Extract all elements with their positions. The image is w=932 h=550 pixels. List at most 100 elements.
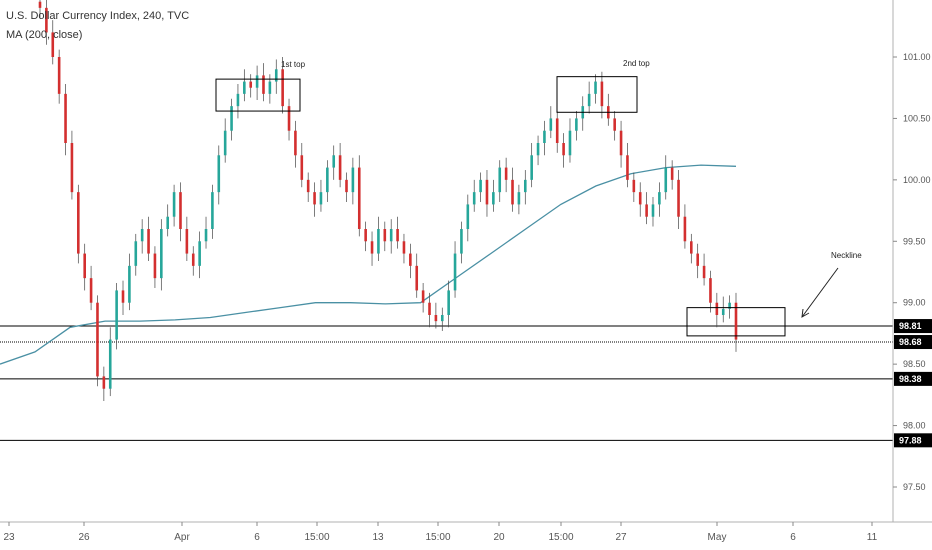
candle-body xyxy=(504,167,508,180)
candle-body xyxy=(57,57,61,94)
candle-body xyxy=(185,228,189,254)
candle-body xyxy=(179,192,182,229)
moving-average-line xyxy=(0,164,737,365)
x-tick-label: 13 xyxy=(372,532,384,543)
candle-body xyxy=(38,1,42,8)
candle xyxy=(243,69,246,102)
candle xyxy=(287,98,291,141)
candle-body xyxy=(45,7,48,33)
candle xyxy=(70,130,74,200)
candle xyxy=(300,142,304,188)
x-tick-label: 11 xyxy=(867,532,878,543)
candle-body xyxy=(294,130,297,156)
candle xyxy=(523,170,527,205)
candle xyxy=(734,292,738,352)
candle-body xyxy=(89,278,93,303)
candle xyxy=(38,0,42,18)
candle xyxy=(160,219,163,291)
candle xyxy=(345,172,348,202)
candle-body xyxy=(255,75,259,88)
x-tick-label: 26 xyxy=(78,532,90,543)
candle-body xyxy=(562,142,565,156)
candle-body xyxy=(313,192,316,205)
candle xyxy=(57,49,61,104)
candle xyxy=(357,155,361,237)
candle xyxy=(262,63,265,102)
candle-body xyxy=(658,192,661,205)
candle-body xyxy=(670,167,674,180)
candle xyxy=(377,216,380,261)
candle-body xyxy=(485,179,489,205)
candle-body xyxy=(638,192,642,205)
candle xyxy=(121,280,125,315)
candle-body xyxy=(594,81,597,94)
x-tick-label: Apr xyxy=(174,532,190,543)
candle xyxy=(96,295,99,387)
candle xyxy=(332,145,336,180)
candle-body xyxy=(402,241,406,254)
candle-body xyxy=(447,290,450,315)
x-tick-label: 23 xyxy=(3,532,15,543)
price-label: 98.81 xyxy=(899,321,922,331)
candle xyxy=(568,118,572,163)
candle-body xyxy=(83,253,86,279)
candle xyxy=(664,155,668,200)
candle xyxy=(281,57,284,114)
candle-body xyxy=(243,81,246,94)
candle xyxy=(485,170,489,217)
candle xyxy=(728,295,731,319)
candle xyxy=(504,157,508,193)
candle-body xyxy=(389,228,393,242)
candle xyxy=(409,243,412,279)
candle xyxy=(715,292,719,328)
candle-body xyxy=(421,290,425,303)
candle xyxy=(115,283,118,350)
price-label: 97.88 xyxy=(899,435,922,445)
price-label: 98.68 xyxy=(899,337,922,347)
candle-body xyxy=(664,167,668,193)
candle-body xyxy=(677,179,680,217)
price-label-box xyxy=(894,371,932,386)
price-label-box xyxy=(894,319,932,334)
candle xyxy=(83,243,86,291)
candle-body xyxy=(236,93,240,107)
candle-body xyxy=(160,228,163,279)
candle-body xyxy=(166,216,170,229)
candle-body xyxy=(460,228,463,254)
candle xyxy=(140,219,144,254)
candle xyxy=(492,179,495,212)
candle-body xyxy=(683,216,687,242)
candle xyxy=(217,145,221,205)
candle xyxy=(421,283,425,313)
candle-body xyxy=(77,192,80,254)
candle xyxy=(415,253,419,298)
candle xyxy=(179,182,182,242)
candle-body xyxy=(108,339,112,389)
candle xyxy=(619,120,623,168)
candle-body xyxy=(230,106,233,131)
candle-body xyxy=(523,179,527,193)
candle-body xyxy=(364,228,367,242)
x-tick-label: 6 xyxy=(254,532,260,543)
candle-body xyxy=(575,118,578,131)
candle xyxy=(134,233,138,276)
candle-body xyxy=(332,155,336,168)
candle xyxy=(294,120,297,168)
candle xyxy=(389,219,393,254)
candle xyxy=(223,118,227,163)
candle-body xyxy=(479,179,482,193)
candle-body xyxy=(415,265,419,291)
neckline-box xyxy=(686,307,786,337)
candle xyxy=(402,233,406,264)
price-label-box xyxy=(894,335,932,350)
candle xyxy=(543,120,546,156)
candle xyxy=(230,98,233,141)
candle-body xyxy=(498,167,502,193)
candle xyxy=(587,81,591,114)
candle xyxy=(453,241,457,298)
candle xyxy=(45,0,48,45)
y-tick-label: 100.00 xyxy=(903,175,931,185)
candle-body xyxy=(396,228,399,242)
candle xyxy=(89,265,93,311)
candle-body xyxy=(517,192,521,205)
